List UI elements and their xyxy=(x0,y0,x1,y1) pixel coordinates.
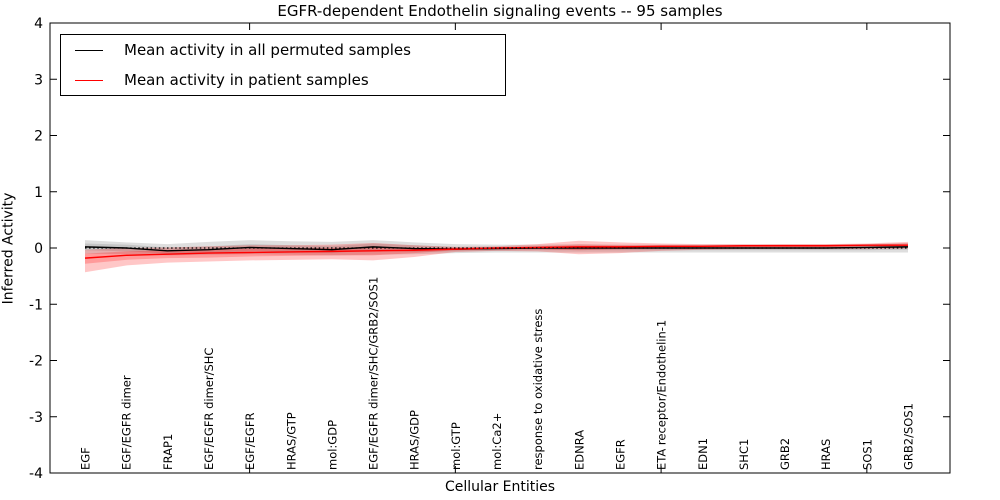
y-tick-label: -4 xyxy=(29,466,43,482)
x-category-label: HRAS/GTP xyxy=(284,412,298,470)
legend-label-patient: Mean activity in patient samples xyxy=(124,71,369,89)
x-category-label: HRAS xyxy=(819,439,833,470)
x-category-label: mol:Ca2+ xyxy=(490,413,504,470)
x-category-label: GRB2/SOS1 xyxy=(902,403,916,470)
x-category-label: EGF xyxy=(79,447,93,470)
x-category-label: mol:GDP xyxy=(325,420,339,470)
permuted-line-swatch-icon xyxy=(75,49,103,51)
y-tick-label: 4 xyxy=(34,16,43,32)
x-category-label: response to oxidative stress xyxy=(531,309,545,470)
legend: Mean activity in all permuted samples Me… xyxy=(60,34,506,96)
y-tick-label: 3 xyxy=(34,72,43,88)
y-tick-label: 2 xyxy=(34,129,43,145)
x-category-label: EDN1 xyxy=(696,438,710,470)
x-axis-title: Cellular Entities xyxy=(444,479,556,495)
chart-title: EGFR-dependent Endothelin signaling even… xyxy=(277,2,723,20)
y-tick-label: -1 xyxy=(29,297,43,313)
y-tick-label: -2 xyxy=(29,354,43,370)
x-category-label: EDNRA xyxy=(572,430,586,470)
legend-label-permuted: Mean activity in all permuted samples xyxy=(124,41,411,59)
x-category-label: ETA receptor/Endothelin-1 xyxy=(655,320,669,470)
x-category-label: mol:GTP xyxy=(449,422,463,470)
x-category-label: EGF/EGFR dimer/SHC/GRB2/SOS1 xyxy=(367,277,381,470)
y-tick-label: 1 xyxy=(34,185,43,201)
legend-item-permuted: Mean activity in all permuted samples xyxy=(61,37,505,63)
y-tick-label: 0 xyxy=(34,241,43,257)
x-category-label: EGFR xyxy=(613,439,627,470)
x-category-label: EGF/EGFR dimer/SHC xyxy=(202,348,216,470)
x-category-label: EGF/EGFR xyxy=(243,413,257,470)
patient-line-swatch-icon xyxy=(75,79,103,81)
x-category-label: FRAP1 xyxy=(161,434,175,470)
y-axis-title: Inferred Activity xyxy=(0,192,17,305)
x-category-label: EGF/EGFR dimer xyxy=(120,375,134,470)
y-tick-label: -3 xyxy=(29,410,43,426)
x-category-label: SOS1 xyxy=(860,439,874,470)
x-category-label: SHC1 xyxy=(737,439,751,470)
x-category-label: HRAS/GDP xyxy=(408,410,422,470)
x-category-label: GRB2 xyxy=(778,438,792,470)
legend-item-patient: Mean activity in patient samples xyxy=(61,67,505,93)
